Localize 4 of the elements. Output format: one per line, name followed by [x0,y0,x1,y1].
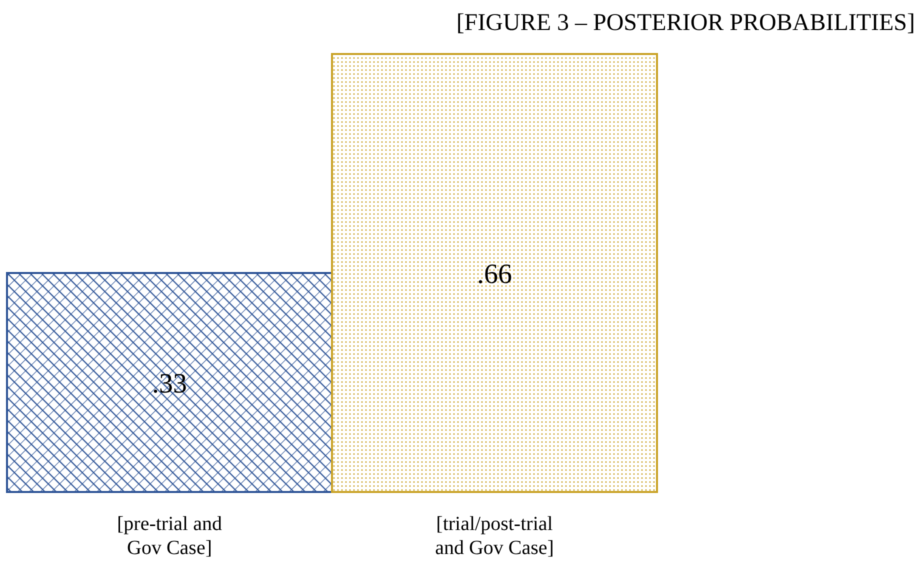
data-label: .66 [477,259,512,290]
x-tick-label: [pre-trial and Gov Case] [117,513,222,559]
x-tick-label: [trial/post-trial and Gov Case] [435,513,554,559]
chart-title: [FIGURE 3 – POSTERIOR PROBABILITIES] [456,10,915,36]
